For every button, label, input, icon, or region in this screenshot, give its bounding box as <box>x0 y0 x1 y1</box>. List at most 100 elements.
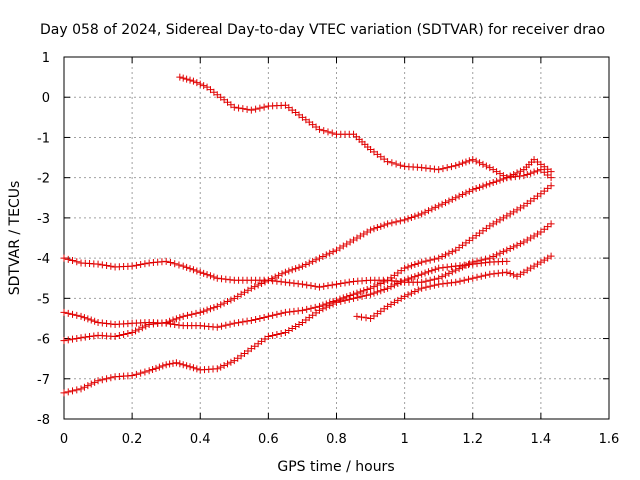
data-point <box>176 360 184 368</box>
data-point <box>305 259 313 267</box>
data-point <box>547 220 555 228</box>
data-point <box>155 363 163 371</box>
data-point <box>547 174 555 182</box>
data-point <box>430 281 438 289</box>
data-point <box>496 249 504 257</box>
x-axis-ticks: 0 0.2 0.4 0.6 0.8 1 1.2 1.4 1.6 <box>60 57 619 447</box>
data-point <box>64 336 72 344</box>
data-point <box>107 262 115 270</box>
data-point <box>103 319 111 327</box>
data-point <box>73 258 81 266</box>
data-point <box>273 310 281 318</box>
data-point <box>477 259 485 267</box>
data-point <box>183 311 191 319</box>
data-point <box>128 262 136 270</box>
data-point <box>277 330 285 338</box>
data-point <box>479 182 487 190</box>
data-point <box>166 320 174 328</box>
data-point <box>132 370 140 378</box>
data-point <box>428 205 436 213</box>
data-point <box>200 307 208 315</box>
data-point <box>438 200 446 208</box>
data-point <box>447 279 455 287</box>
data-point <box>354 293 362 301</box>
data-point <box>424 268 432 276</box>
y-tick-label: 0 <box>42 91 50 106</box>
data-point <box>222 321 230 329</box>
data-point <box>469 156 477 164</box>
data-point <box>411 212 419 220</box>
data-point <box>251 283 259 291</box>
data-point <box>128 329 136 337</box>
data-point <box>460 276 468 284</box>
data-point <box>547 252 555 260</box>
data-point <box>503 268 511 276</box>
data-point <box>227 296 235 304</box>
data-point <box>341 279 349 287</box>
data-point <box>290 307 298 315</box>
data-point <box>469 260 477 268</box>
data-point <box>435 280 443 288</box>
data-point <box>455 192 463 200</box>
data-point <box>411 261 419 269</box>
data-point <box>60 337 68 345</box>
data-point <box>326 302 334 310</box>
data-point <box>430 255 438 263</box>
data-point <box>60 389 68 397</box>
x-tick-label: 1.4 <box>531 432 552 447</box>
data-point <box>430 165 438 173</box>
y-tick-label: -6 <box>37 333 50 348</box>
data-point <box>350 294 358 302</box>
data-point <box>86 333 94 341</box>
data-point <box>162 361 170 369</box>
series-track-6 <box>353 252 555 322</box>
x-tick-label: 0.2 <box>122 432 143 447</box>
data-point <box>424 207 432 215</box>
data-point <box>388 159 396 167</box>
data-point <box>298 306 306 314</box>
data-point <box>482 162 490 170</box>
y-axis-ticks: 1 0 -1 -2 -3 -4 -5 -6 -7 -8 <box>37 51 609 428</box>
data-point <box>243 317 251 325</box>
data-point <box>513 241 521 249</box>
data-point <box>220 362 228 370</box>
y-tick-label: -4 <box>37 252 50 267</box>
data-point <box>303 281 311 289</box>
data-point <box>60 254 68 262</box>
data-point <box>499 175 507 183</box>
data-point <box>472 185 480 193</box>
data-point <box>435 166 443 174</box>
data-point <box>320 127 328 135</box>
data-point <box>264 276 272 284</box>
data-point <box>90 332 98 340</box>
data-point <box>256 314 264 322</box>
data-point <box>196 80 204 88</box>
data-point <box>516 167 524 175</box>
data-point <box>363 285 371 293</box>
data-point <box>384 158 392 166</box>
data-point <box>135 325 143 333</box>
data-point <box>439 264 447 272</box>
data-point <box>482 181 490 189</box>
data-point <box>87 316 95 324</box>
data-markers <box>60 73 555 397</box>
data-point <box>370 283 378 291</box>
data-point <box>171 260 179 268</box>
data-point <box>213 323 221 331</box>
data-point <box>439 165 447 173</box>
data-point <box>169 316 177 324</box>
x-axis-label: GPS time / hours <box>277 459 394 475</box>
data-point <box>309 257 317 265</box>
data-point <box>224 298 231 306</box>
data-point <box>411 273 419 281</box>
data-point <box>418 284 426 292</box>
data-point <box>373 224 381 232</box>
data-point <box>224 360 231 368</box>
data-point <box>277 278 285 286</box>
data-point <box>442 251 449 259</box>
data-point <box>510 271 518 279</box>
data-point <box>380 285 388 293</box>
data-point <box>360 287 368 295</box>
data-point <box>469 274 477 282</box>
data-point <box>438 253 446 261</box>
